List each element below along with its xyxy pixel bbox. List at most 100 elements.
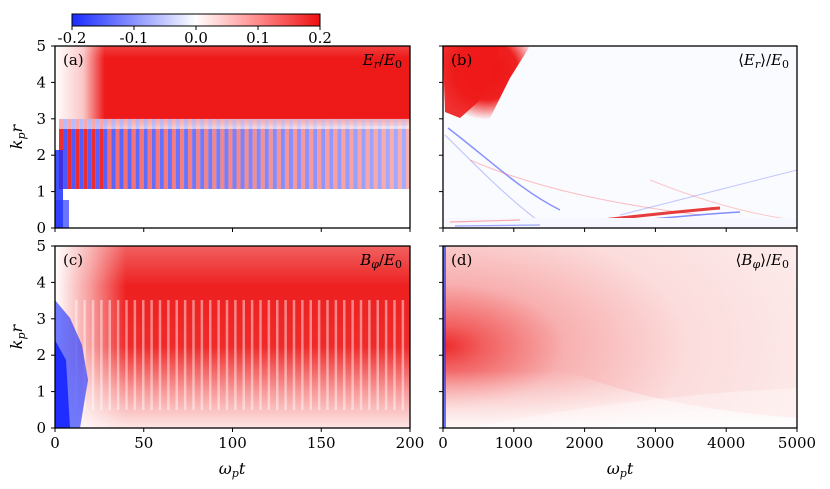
panel-c-stripe — [384, 300, 388, 410]
panel-a-label: (a) — [63, 51, 84, 69]
panel-c-ytick-label: 2 — [36, 346, 46, 364]
panel-a-stripe-red — [147, 119, 152, 189]
panel-a-stripe-red — [373, 119, 378, 189]
panel-c-stripe — [100, 300, 103, 410]
panel-a-stripe-blue — [329, 119, 334, 189]
panel-c-stripe — [250, 300, 254, 410]
panel-b-quantity: ⟨Er⟩/E0 — [738, 51, 789, 71]
panel-a-stripe-red — [163, 119, 168, 189]
colorbar-tick-label: -0.2 — [58, 29, 87, 47]
panel-d: (d) ⟨Bφ⟩/E0 — [442, 245, 798, 429]
panel-a-ytick-label: 1 — [36, 183, 46, 201]
panel-c: (c) Bφ/E0 — [54, 245, 411, 429]
panel-a-ytick-label: 0 — [36, 219, 46, 237]
panel-a-stripe-blue — [119, 119, 124, 189]
panel-a-stripe-blue — [240, 119, 245, 189]
panel-c-stripe — [175, 300, 178, 410]
panel-a-stripe-red — [309, 119, 314, 189]
panel-a-stripe-blue — [216, 119, 221, 189]
panel-a-stripe-red — [220, 119, 225, 189]
panel-c-ytick-label: 1 — [36, 383, 46, 401]
panel-a-stripe-red — [123, 119, 128, 189]
panel-a-stripe-blue — [288, 119, 293, 189]
panel-c-stripe — [225, 300, 229, 410]
panel-a-stripe-red — [284, 119, 289, 189]
panel-a-stripe-blue — [377, 119, 382, 189]
panel-a-ytick-label: 5 — [36, 37, 46, 55]
panel-a-stripe-red — [301, 119, 306, 189]
panel-a-stripe-red — [349, 119, 354, 189]
panel-a-stripe-red — [83, 119, 88, 189]
colorbar-tick-label: 0.1 — [246, 29, 270, 47]
panel-a-stripe-red — [67, 119, 72, 189]
panel-a-ytick-label: 2 — [36, 146, 46, 164]
panel-a-stripe-red — [292, 119, 298, 189]
colorbar: -0.2 -0.1 0.0 0.1 0.2 — [58, 13, 332, 47]
panel-c-xtick-label: 200 — [396, 434, 425, 452]
panel-c-stripe — [108, 300, 111, 410]
panel-c-ytick-label: 0 — [36, 419, 46, 437]
panel-c-stripe — [309, 300, 312, 410]
panel-c-xtick-label: 0 — [50, 434, 60, 452]
panel-d-xtick-label: 2000 — [566, 434, 604, 452]
panel-c-xtick-label: 150 — [307, 434, 336, 452]
panel-a-stripe-red — [317, 119, 322, 189]
panel-c-stripe — [125, 300, 128, 410]
panel-d-xtick-label: 0 — [438, 434, 448, 452]
panel-c-stripe — [267, 300, 271, 410]
panel-c-stripe — [343, 300, 346, 410]
panel-c-quantity: Bφ/E0 — [359, 251, 402, 271]
panel-a-stripe-red — [91, 119, 96, 189]
panel-a-stripe-blue — [264, 119, 269, 189]
panel-d-label: (d) — [451, 251, 472, 269]
panel-c-stripe — [167, 300, 170, 410]
panel-a-stripe-blue — [280, 119, 285, 189]
panel-a-stripe-blue — [353, 119, 358, 189]
panel-a-stripe-blue — [345, 119, 350, 189]
panel-c-stripe — [217, 300, 220, 410]
panel-a-stripe-blue — [256, 119, 261, 189]
panel-c-ytick-label: 3 — [36, 310, 46, 328]
panel-c-stripe — [234, 300, 237, 410]
panel-a-stripe-blue — [79, 119, 84, 189]
panel-a-stripe-blue — [87, 119, 92, 189]
panel-a-stripe-blue — [297, 119, 302, 189]
panel-a-stripe-red — [196, 119, 201, 189]
panel-c-stripe — [209, 300, 212, 410]
panel-a-stripe-blue — [337, 119, 342, 189]
panel-a-stripe-red — [252, 119, 257, 189]
panel-a-stripe-blue — [184, 119, 189, 189]
panel-d-xtick-label: 3000 — [636, 434, 674, 452]
panel-a-stripe-red — [268, 119, 273, 189]
panel-a-stripe-red — [276, 119, 281, 189]
panel-c-stripe — [150, 300, 153, 410]
panel-d-xtick-label: 1000 — [495, 434, 533, 452]
panel-a-stripe-blue — [71, 119, 76, 189]
panel-d-heatmap — [443, 246, 797, 428]
panel-a-stripe-red — [155, 119, 160, 189]
y-axis-label-bottom: kpr — [7, 323, 28, 349]
panel-c-stripe — [183, 300, 187, 410]
panel-a-stripe-red — [365, 119, 370, 189]
panel-a-stripe-red — [397, 119, 402, 189]
colorbar-tick-label: -0.1 — [120, 29, 149, 47]
panel-a-stripe-blue — [305, 119, 310, 189]
panel-a-stripe-blue — [361, 119, 366, 189]
panel-a-stripe-blue — [224, 119, 229, 189]
panel-a-stripe-red — [204, 119, 209, 189]
panel-a-stripe-red — [333, 119, 338, 189]
panel-a-stripe-red — [325, 119, 330, 189]
panel-a-stripe-blue — [272, 119, 277, 189]
panel-a-stripe-blue — [232, 119, 237, 189]
panel-a-stripe-red — [260, 119, 265, 189]
panel-a-band — [55, 119, 410, 129]
panel-c-ytick-label: 4 — [36, 273, 46, 291]
panel-d-xtick-label: 5000 — [778, 434, 816, 452]
panel-a-stripe-blue — [192, 119, 197, 189]
panel-c-xtick-label: 100 — [218, 434, 247, 452]
panel-c-stripe — [91, 300, 95, 410]
panel-a-stripe-red — [381, 119, 386, 189]
panel-c-heatmap — [55, 246, 410, 428]
panel-c-stripe — [393, 300, 396, 410]
